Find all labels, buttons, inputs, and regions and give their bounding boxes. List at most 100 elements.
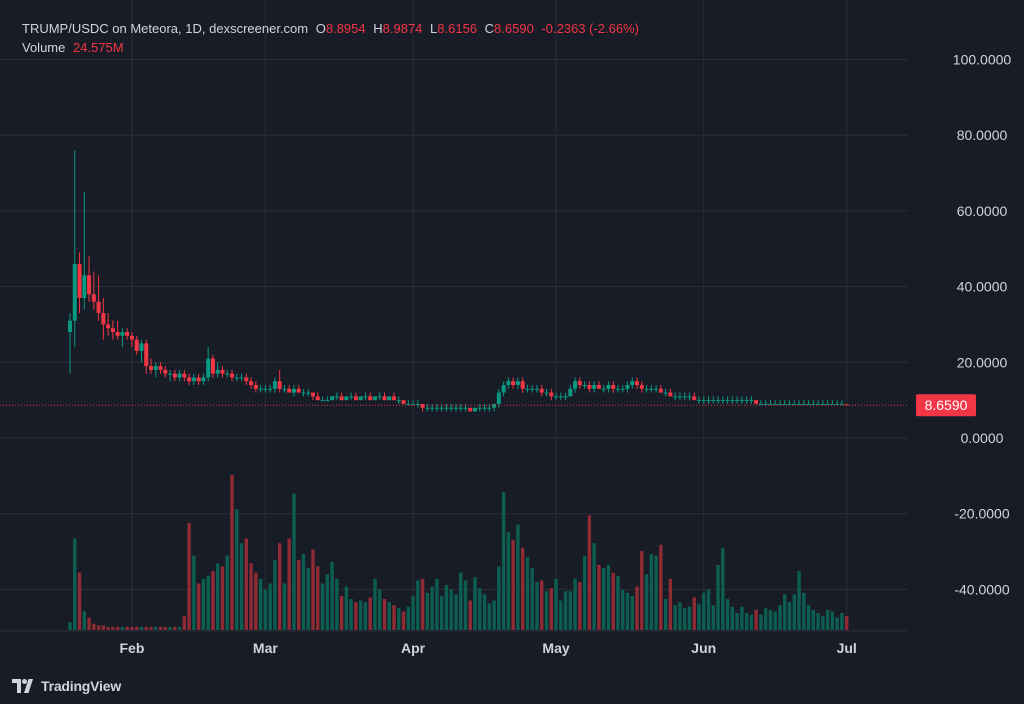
volume-bar (792, 594, 796, 630)
volume-bar (273, 560, 277, 630)
candle-body (315, 396, 320, 401)
volume-bar (763, 608, 768, 630)
volume-bar (173, 626, 177, 630)
volume-bar (711, 605, 715, 630)
candle-body (187, 377, 192, 382)
symbol-legend[interactable]: TRUMP/USDC on Meteora, 1D, dexscreener.c… (22, 21, 639, 36)
volume-bar (635, 586, 639, 630)
volume-bar (478, 588, 482, 630)
price-tick-label: 20.0000 (957, 354, 1008, 370)
candle-body (496, 392, 501, 404)
candle-body (306, 392, 311, 394)
high-value: 8.9874 (382, 21, 423, 36)
candle-body (387, 396, 392, 401)
candle-body (639, 385, 644, 389)
volume-bar (225, 555, 229, 630)
volume-bar (196, 583, 201, 630)
volume-bar (392, 605, 396, 630)
candle-body (363, 396, 368, 398)
candle-body (630, 381, 635, 386)
candle-body (611, 385, 616, 389)
time-tick-label: Feb (119, 640, 144, 656)
candle-body (754, 400, 759, 404)
candle-body (311, 392, 316, 397)
candle-body (349, 396, 354, 398)
candle-body (196, 377, 201, 382)
volume-bar (120, 626, 125, 630)
candle-body (663, 392, 668, 394)
candle-body (206, 358, 211, 378)
volume-bar (663, 599, 668, 630)
volume-bar (749, 614, 754, 630)
candle-body (125, 332, 130, 336)
volume-legend[interactable]: Volume 24.575M (22, 40, 124, 55)
volume-bar (597, 564, 601, 630)
volume-bar (297, 560, 301, 630)
volume-bar (549, 588, 553, 630)
volume-bar (168, 626, 172, 630)
candle-body (444, 407, 449, 409)
candle-body (716, 400, 721, 402)
volume-bar (301, 554, 306, 630)
volume-bar (721, 547, 725, 630)
candle-body (625, 385, 630, 389)
volume-bar (325, 574, 330, 630)
volume-bar (115, 626, 120, 630)
volume-bar (139, 626, 144, 630)
volume-bar (554, 578, 558, 630)
volume-bar (778, 605, 782, 630)
time-axis[interactable]: Feb Mar Apr May Jun Jul (119, 640, 856, 656)
candle-body (225, 373, 230, 375)
volume-bar (158, 626, 163, 630)
candle-body (525, 388, 530, 390)
volume-bar (444, 585, 449, 630)
volume-bar (101, 625, 106, 630)
volume-bar (644, 574, 649, 630)
candle-body (253, 385, 258, 389)
volume-bar (506, 532, 511, 630)
candle-body (792, 403, 797, 405)
volume-bar (492, 600, 496, 630)
candle-body (406, 403, 411, 405)
candle-body (87, 275, 92, 295)
candle-body (239, 377, 244, 379)
volume-bar (382, 599, 387, 630)
volume-bar (625, 592, 630, 630)
candle-body (153, 366, 158, 370)
volume-bar (754, 609, 758, 630)
candle-body (706, 400, 711, 402)
volume-bar (659, 544, 663, 630)
candle-body (711, 400, 716, 402)
volume-bar (811, 609, 816, 630)
candle-body (830, 403, 835, 405)
volume-bar (716, 564, 720, 630)
volume-bar (535, 581, 539, 630)
candle-body (430, 407, 435, 409)
candle-body (296, 388, 301, 393)
candle-body (91, 294, 96, 302)
candle-body (811, 403, 816, 405)
candle-body (325, 400, 330, 402)
candle-body (787, 403, 792, 405)
volume-bar (463, 580, 468, 630)
low-label: L (430, 21, 438, 36)
volume-bar (92, 623, 96, 630)
candle-body (606, 385, 611, 389)
candle-body (797, 403, 802, 405)
tradingview-branding[interactable]: TradingView (12, 677, 121, 695)
candle-body (234, 377, 239, 379)
volume-bar (797, 571, 801, 630)
price-axis[interactable]: 100.0000 80.0000 60.0000 40.0000 20.0000 0.00… (953, 52, 1012, 598)
candle-body (658, 388, 663, 393)
candle-body (439, 407, 444, 409)
volume-bar (187, 523, 191, 630)
candle-body (673, 396, 678, 398)
price-tick-label: -20.0000 (954, 506, 1009, 522)
candle-body (215, 369, 220, 374)
candle-body (158, 366, 163, 370)
volume-bar (230, 475, 234, 630)
volume-bar (844, 616, 849, 630)
price-tick-label: 100.0000 (953, 52, 1012, 68)
candle-body (644, 388, 649, 390)
